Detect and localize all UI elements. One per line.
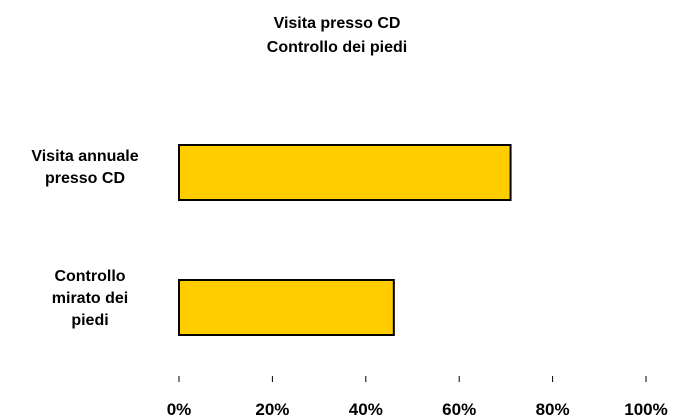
chart-title-line-1: Visita presso CD bbox=[273, 15, 401, 32]
category-label-line: mirato dei bbox=[51, 290, 129, 307]
x-tick-label: 100% bbox=[624, 400, 667, 416]
chart-title-line-2: Controllo dei piedi bbox=[266, 39, 408, 56]
category-label-controllo-mirato: Controllo mirato dei piedi bbox=[10, 266, 170, 332]
category-label-line: Visita annuale bbox=[31, 148, 139, 165]
category-label-line: Controllo bbox=[54, 268, 126, 285]
bar-1 bbox=[178, 279, 395, 336]
x-tick-label: 40% bbox=[349, 400, 383, 416]
x-tick-label: 60% bbox=[442, 400, 476, 416]
category-label-visita-annuale: Visita annuale presso CD bbox=[5, 146, 165, 190]
x-tick-label: 20% bbox=[255, 400, 289, 416]
category-label-line: presso CD bbox=[44, 170, 126, 187]
x-tick-label: 0% bbox=[167, 400, 192, 416]
category-label-line: piedi bbox=[71, 312, 109, 329]
bar-0 bbox=[178, 144, 512, 201]
x-tick-label: 80% bbox=[536, 400, 570, 416]
